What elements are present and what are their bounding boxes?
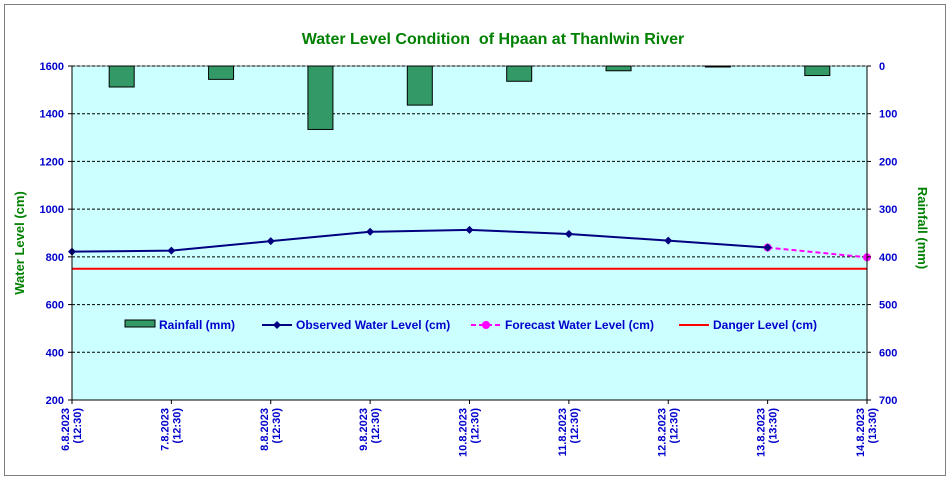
x-axis-tick-label: 8.8.2023 — [259, 408, 271, 451]
rainfall-bars — [108, 65, 831, 130]
right-axis-tick-label: 200 — [879, 156, 897, 168]
left-axis-tick-label: 1600 — [40, 61, 64, 73]
y2-axis-label: Rainfall (mm) — [915, 187, 930, 269]
right-axis-tick-label: 300 — [879, 204, 897, 216]
x-axis-tick-label: 13.8.2023 — [756, 408, 768, 457]
observed-water-level-point — [664, 236, 673, 245]
right-axis-tick-label: 0 — [879, 61, 885, 73]
rainfall-bar — [704, 65, 731, 68]
x-axis-tick-label: (12:30) — [569, 408, 581, 444]
x-axis-tick-label: 9.8.2023 — [358, 408, 370, 451]
x-axis-tick-label: 10.8.2023 — [458, 408, 470, 457]
x-axis-tick-label: 6.8.2023 — [60, 408, 72, 451]
rainfall-bar — [307, 65, 334, 130]
x-axis-tick-label: 12.8.2023 — [656, 408, 668, 457]
x-axis-tick-label: (12:30) — [470, 408, 482, 444]
rainfall-bar — [108, 65, 135, 88]
observed-water-level-point — [266, 237, 275, 246]
rainfall-bar — [804, 65, 831, 77]
right-axis-tick-label: 600 — [879, 347, 897, 359]
x-axis-tick-label: 7.8.2023 — [159, 408, 171, 451]
observed-water-level-point — [167, 246, 176, 255]
x-axis-tick-label: (12:30) — [668, 408, 680, 444]
left-axis-tick-label: 1000 — [40, 204, 64, 216]
legend-rainfall-swatch — [124, 319, 156, 328]
x-axis-tick-label: (12:30) — [72, 408, 84, 444]
rainfall-bar — [406, 65, 433, 106]
observed-water-level-point — [564, 229, 573, 238]
left-axis-tick-label: 400 — [46, 347, 64, 359]
legend-forecast-water-level-label: Forecast Water Level (cm) — [505, 318, 654, 332]
observed-water-level-point — [763, 243, 772, 252]
observed-water-level-point — [465, 225, 474, 234]
forecast-water-level-line — [767, 246, 868, 259]
left-axis-tick-label: 200 — [46, 395, 64, 407]
legend-forecast-water-level-marker — [482, 321, 490, 329]
water-level-chart: Water Level Condition of Hpaan at Thanlw… — [12, 31, 930, 457]
x-axis-tick-labels: 6.8.2023 (12:30) 7.8.2023 (12:30) 8.8.2023 (1… — [60, 408, 879, 457]
right-axis-tick-label: 700 — [879, 395, 897, 407]
chart-title: Water Level Condition of Hpaan at Thanlw… — [302, 31, 685, 48]
gridlines — [72, 65, 867, 353]
legend-rainfall-label: Rainfall (mm) — [159, 318, 235, 332]
legend-danger-level-label: Danger Level (cm) — [713, 318, 817, 332]
rainfall-bar — [605, 65, 632, 72]
rainfall-bar — [208, 65, 235, 80]
x-axis-tick-label: (12:30) — [370, 408, 382, 444]
left-axis-tick-label: 1400 — [40, 109, 64, 121]
left-axis-tick-label: 800 — [46, 252, 64, 264]
legend: Rainfall (mm) Observed Water Level (cm) Fo… — [124, 318, 817, 332]
y-axis-label: Water Level (cm) — [12, 191, 27, 295]
left-axis-tick-label: 600 — [46, 300, 64, 312]
left-axis-tick-labels: 200 400 600 800 1000 1200 1400 1600 — [40, 61, 64, 407]
axes — [68, 65, 871, 404]
legend-observed-water-level-label: Observed Water Level (cm) — [296, 318, 450, 332]
right-axis-tick-labels: 0 100 200 300 400 500 600 700 — [879, 61, 897, 407]
rainfall-bar — [506, 65, 533, 82]
x-axis-tick-label: 11.8.2023 — [557, 408, 569, 456]
observed-water-level-point — [366, 227, 375, 236]
right-axis-tick-label: 400 — [879, 252, 897, 264]
x-axis-tick-label: (12:30) — [271, 408, 283, 444]
right-axis-tick-label: 500 — [879, 300, 897, 312]
observed-water-level-line — [71, 228, 768, 253]
chart-frame: Water Level Condition of Hpaan at Thanlw… — [4, 4, 946, 476]
legend-observed-water-level-marker — [273, 321, 281, 329]
right-axis-tick-label: 100 — [879, 109, 897, 121]
x-axis-tick-label: (13:30) — [768, 408, 780, 444]
x-axis-tick-label: (12:30) — [171, 408, 183, 444]
x-axis-tick-label: (13:30) — [867, 408, 879, 444]
x-axis-tick-label: 14.8.2023 — [855, 408, 867, 457]
left-axis-tick-label: 1200 — [40, 156, 64, 168]
